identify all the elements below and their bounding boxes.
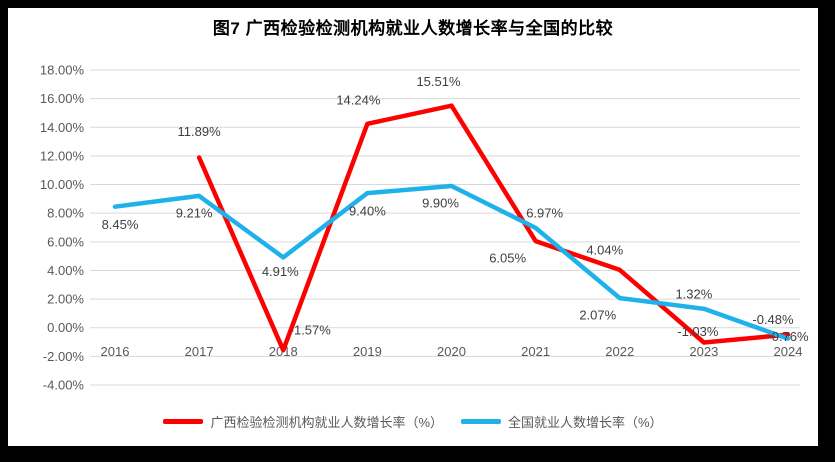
y-tick-label: 6.00%: [47, 234, 84, 249]
data-label: 1.32%: [675, 286, 712, 301]
series-line-guangxi: [196, 103, 791, 353]
data-label: 14.24%: [336, 92, 381, 107]
y-tick-label: 14.00%: [40, 120, 85, 135]
x-tick-label: 2016: [101, 344, 130, 359]
data-label: -1.03%: [677, 324, 719, 339]
y-tick-label: 10.00%: [40, 177, 85, 192]
legend-item-national: 全国就业人数增长率（%）: [461, 412, 663, 431]
legend-line-swatch-blue: [461, 419, 501, 424]
data-label: 4.04%: [586, 242, 623, 257]
x-tick-label: 2024: [774, 344, 803, 359]
data-label: 8.45%: [102, 217, 139, 232]
data-label: 4.91%: [262, 264, 299, 279]
x-tick-label: 2023: [689, 344, 718, 359]
y-tick-label: 8.00%: [47, 206, 84, 221]
x-tick-label: 2019: [353, 344, 382, 359]
data-label: -1.57%: [290, 323, 332, 338]
line-chart: 18.00% 16.00% 14.00% 12.00% 10.00% 8.00% 6.00%…: [40, 63, 809, 393]
data-label: 6.97%: [526, 205, 563, 220]
x-tick-label: 2022: [605, 344, 634, 359]
chart-legend: 广西检验检测机构就业人数增长率（%） 全国就业人数增长率（%）: [8, 412, 818, 431]
chart-canvas: 图7 广西检验检测机构就业人数增长率与全国的比较 18.00% 16.00% 14.…: [8, 8, 818, 446]
y-tick-label: -2.00%: [43, 349, 85, 364]
data-label: 6.05%: [489, 251, 526, 266]
data-label: 11.89%: [178, 124, 222, 139]
data-label: -0.76%: [767, 329, 809, 344]
x-tick-label: 2017: [185, 344, 214, 359]
y-tick-label: 12.00%: [40, 148, 85, 163]
series-line-national: [112, 183, 791, 341]
legend-label-national: 全国就业人数增长率（%）: [508, 415, 663, 430]
y-tick-label: -4.00%: [43, 378, 85, 393]
y-tick-label: 0.00%: [47, 320, 84, 335]
y-tick-label: 16.00%: [40, 91, 85, 106]
data-label: 15.51%: [416, 74, 461, 89]
legend-item-guangxi: 广西检验检测机构就业人数增长率（%）: [163, 412, 443, 431]
y-tick-label: 4.00%: [47, 263, 84, 278]
data-label: 9.21%: [176, 205, 213, 220]
data-label: 9.40%: [349, 204, 386, 219]
legend-line-swatch-red: [163, 419, 204, 424]
x-tick-label: 2021: [521, 344, 550, 359]
legend-label-guangxi: 广西检验检测机构就业人数增长率（%）: [210, 415, 443, 430]
data-label: 2.07%: [579, 308, 616, 323]
y-tick-label: 18.00%: [40, 63, 85, 78]
chart-title: 图7 广西检验检测机构就业人数增长率与全国的比较: [212, 19, 614, 38]
data-label: 9.90%: [422, 195, 459, 210]
y-tick-label: 2.00%: [47, 292, 84, 307]
x-tick-label: 2020: [437, 344, 466, 359]
data-label: -0.48%: [752, 312, 794, 327]
